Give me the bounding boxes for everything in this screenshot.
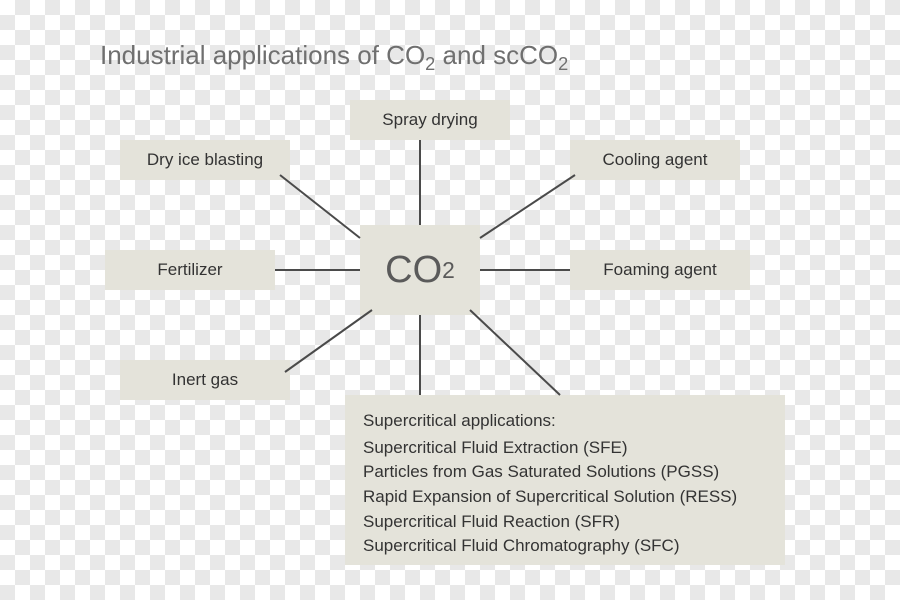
edge [480,175,575,238]
edge [280,175,360,238]
connector-lines [0,0,900,600]
edge [285,310,372,372]
diagram-stage: Industrial applications of CO2 and scCO2… [0,0,900,600]
edge [470,310,560,395]
